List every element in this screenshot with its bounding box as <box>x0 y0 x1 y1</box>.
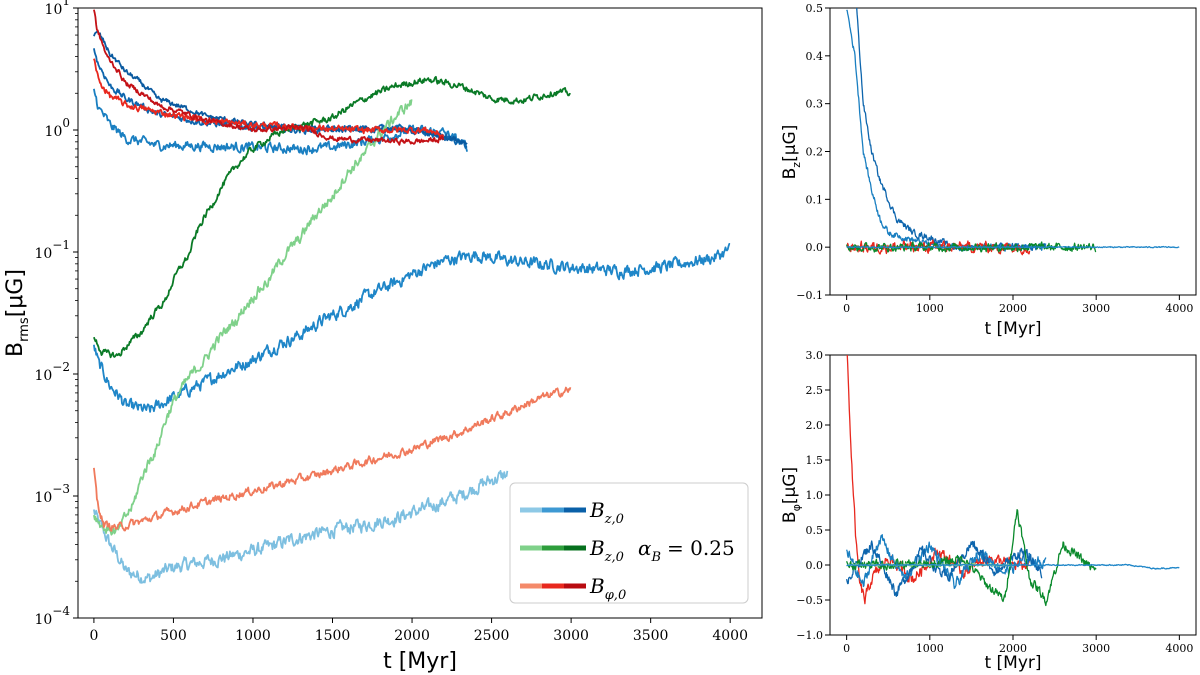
bphi-xtick-label: 1000 <box>916 642 944 655</box>
bz-series-line-1 <box>856 8 1047 251</box>
bphi-series-line-3 <box>846 509 1097 607</box>
bz-ticks: 0 1000 2000 3000 4000 −0.1 0.0 0.1 0.2 0.3 0.4 0.5 <box>796 2 1193 315</box>
main-xtick-label: 4000 <box>712 628 748 644</box>
main-xlabel: t [Myr] <box>383 649 457 674</box>
bz-ytick-label: −0.1 <box>796 289 823 302</box>
bphi-series-line-1 <box>845 533 1047 590</box>
main-ytick-label: 10−3 <box>34 482 70 506</box>
main-xtick-label: 3500 <box>633 628 669 644</box>
main-xtick-label: 3000 <box>553 628 589 644</box>
bphi-series-group <box>845 355 1180 607</box>
bz-series-line-4 <box>846 245 1180 249</box>
main-xtick-label: 0 <box>89 628 98 644</box>
bz-ytick-label: 0.0 <box>806 241 824 254</box>
bphi-ytick-label: 1.0 <box>806 489 824 502</box>
main-ytick-label: 100 <box>45 116 70 140</box>
main-xtick-label: 2500 <box>474 628 510 644</box>
main-series-line-1 <box>93 243 731 413</box>
bz-ytick-label: 0.4 <box>806 50 824 63</box>
legend: Bz,0 Bz,0 αB = 0.25 Bφ,0 <box>509 482 749 604</box>
main-series-line-0 <box>93 470 509 584</box>
bz-xtick-label: 1000 <box>916 302 944 315</box>
bphi-xlabel: t [Myr] <box>984 653 1041 673</box>
bz-ytick-label: 0.2 <box>806 146 824 159</box>
main-series-group <box>93 9 731 584</box>
main-xtick-label: 1500 <box>315 628 351 644</box>
bphi-ylabel: Bφ[μG] <box>780 467 803 523</box>
svg-text:Bφ[μG]: Bφ[μG] <box>780 467 803 523</box>
bphi-ytick-label: 0.0 <box>806 559 824 572</box>
bz-plot: 0 1000 2000 3000 4000−0.10.00.10.20.30.40.5 … <box>780 2 1197 339</box>
bphi-ticks: 0 1000 2000 3000 4000 −1.0 −0.5 0.0 0.5 1.0 1.5 2.0… <box>796 349 1193 655</box>
bphi-ytick-label: 2.5 <box>806 384 824 397</box>
main-series-line-6 <box>93 75 571 359</box>
main-series-line-7 <box>93 386 572 532</box>
bz-xlabel: t [Myr] <box>984 319 1041 339</box>
main-ytick-label: 10−4 <box>34 604 70 628</box>
bz-xtick-label: 0 <box>843 302 850 315</box>
main-series-line-5 <box>93 99 413 536</box>
legend-label: Bφ,0 <box>589 574 626 603</box>
svg-text:Brms[μG]: Brms[μG] <box>3 269 32 357</box>
main-series-line-9 <box>93 9 445 146</box>
main-ytick-label: 10−2 <box>34 360 70 384</box>
main-ylabel: Brms[μG] <box>3 269 32 357</box>
bphi-ytick-label: 0.5 <box>806 524 824 537</box>
legend-label: Bz,0 <box>589 498 624 527</box>
main-xtick-label: 1000 <box>235 628 271 644</box>
bz-xtick-label: 3000 <box>1082 302 1110 315</box>
bz-xtick-label: 4000 <box>1165 302 1193 315</box>
bz-ytick-label: 0.5 <box>806 2 824 15</box>
bphi-series-line-5 <box>846 563 1180 570</box>
bphi-ytick-label: −1.0 <box>796 629 823 642</box>
bphi-xtick-label: 2000 <box>999 642 1027 655</box>
main-series-line-8 <box>93 58 445 138</box>
bz-ytick-label: 0.3 <box>806 98 824 111</box>
main-xtick-label: 2000 <box>394 628 430 644</box>
main-ticks: 0 500 1000 1500 2000 2500 3000 3500 4000 10−4 10−3… <box>34 0 748 644</box>
bphi-ytick-label: 2.0 <box>806 419 824 432</box>
bz-xtick-label: 2000 <box>999 302 1027 315</box>
bz-series-line-0 <box>846 9 1047 252</box>
main-plot: 0 500 1000 1500 2000 2500 3000 3500 4000 10−4 10−3… <box>3 0 763 674</box>
bphi-axes-frame <box>829 354 1197 636</box>
bphi-ytick-label: 1.5 <box>806 454 824 467</box>
main-ytick-label: 10−1 <box>34 238 70 262</box>
bphi-ytick-label: −0.5 <box>796 594 823 607</box>
svg-text:Bz[μG]: Bz[μG] <box>780 125 803 180</box>
bphi-series-line-2 <box>845 540 1043 598</box>
bz-series-group <box>845 8 1180 256</box>
bphi-xtick-label: 4000 <box>1165 642 1193 655</box>
main-xtick-label: 500 <box>160 628 187 644</box>
bphi-plot: 0 1000 2000 3000 4000 −1.0 −0.5 0.0 0.5 1.0 1.5 2.0… <box>780 349 1197 673</box>
bphi-xtick-label: 0 <box>843 642 850 655</box>
legend-label: Bz,0 αB = 0.25 <box>589 536 735 565</box>
legend-box <box>509 482 749 604</box>
bphi-ytick-label: 3.0 <box>806 349 824 362</box>
main-axes-frame <box>77 7 763 619</box>
bz-ytick-label: 0.1 <box>806 193 824 206</box>
main-ytick-label: 101 <box>45 0 70 18</box>
bphi-xtick-label: 3000 <box>1082 642 1110 655</box>
bz-ylabel: Bz[μG] <box>780 125 803 180</box>
